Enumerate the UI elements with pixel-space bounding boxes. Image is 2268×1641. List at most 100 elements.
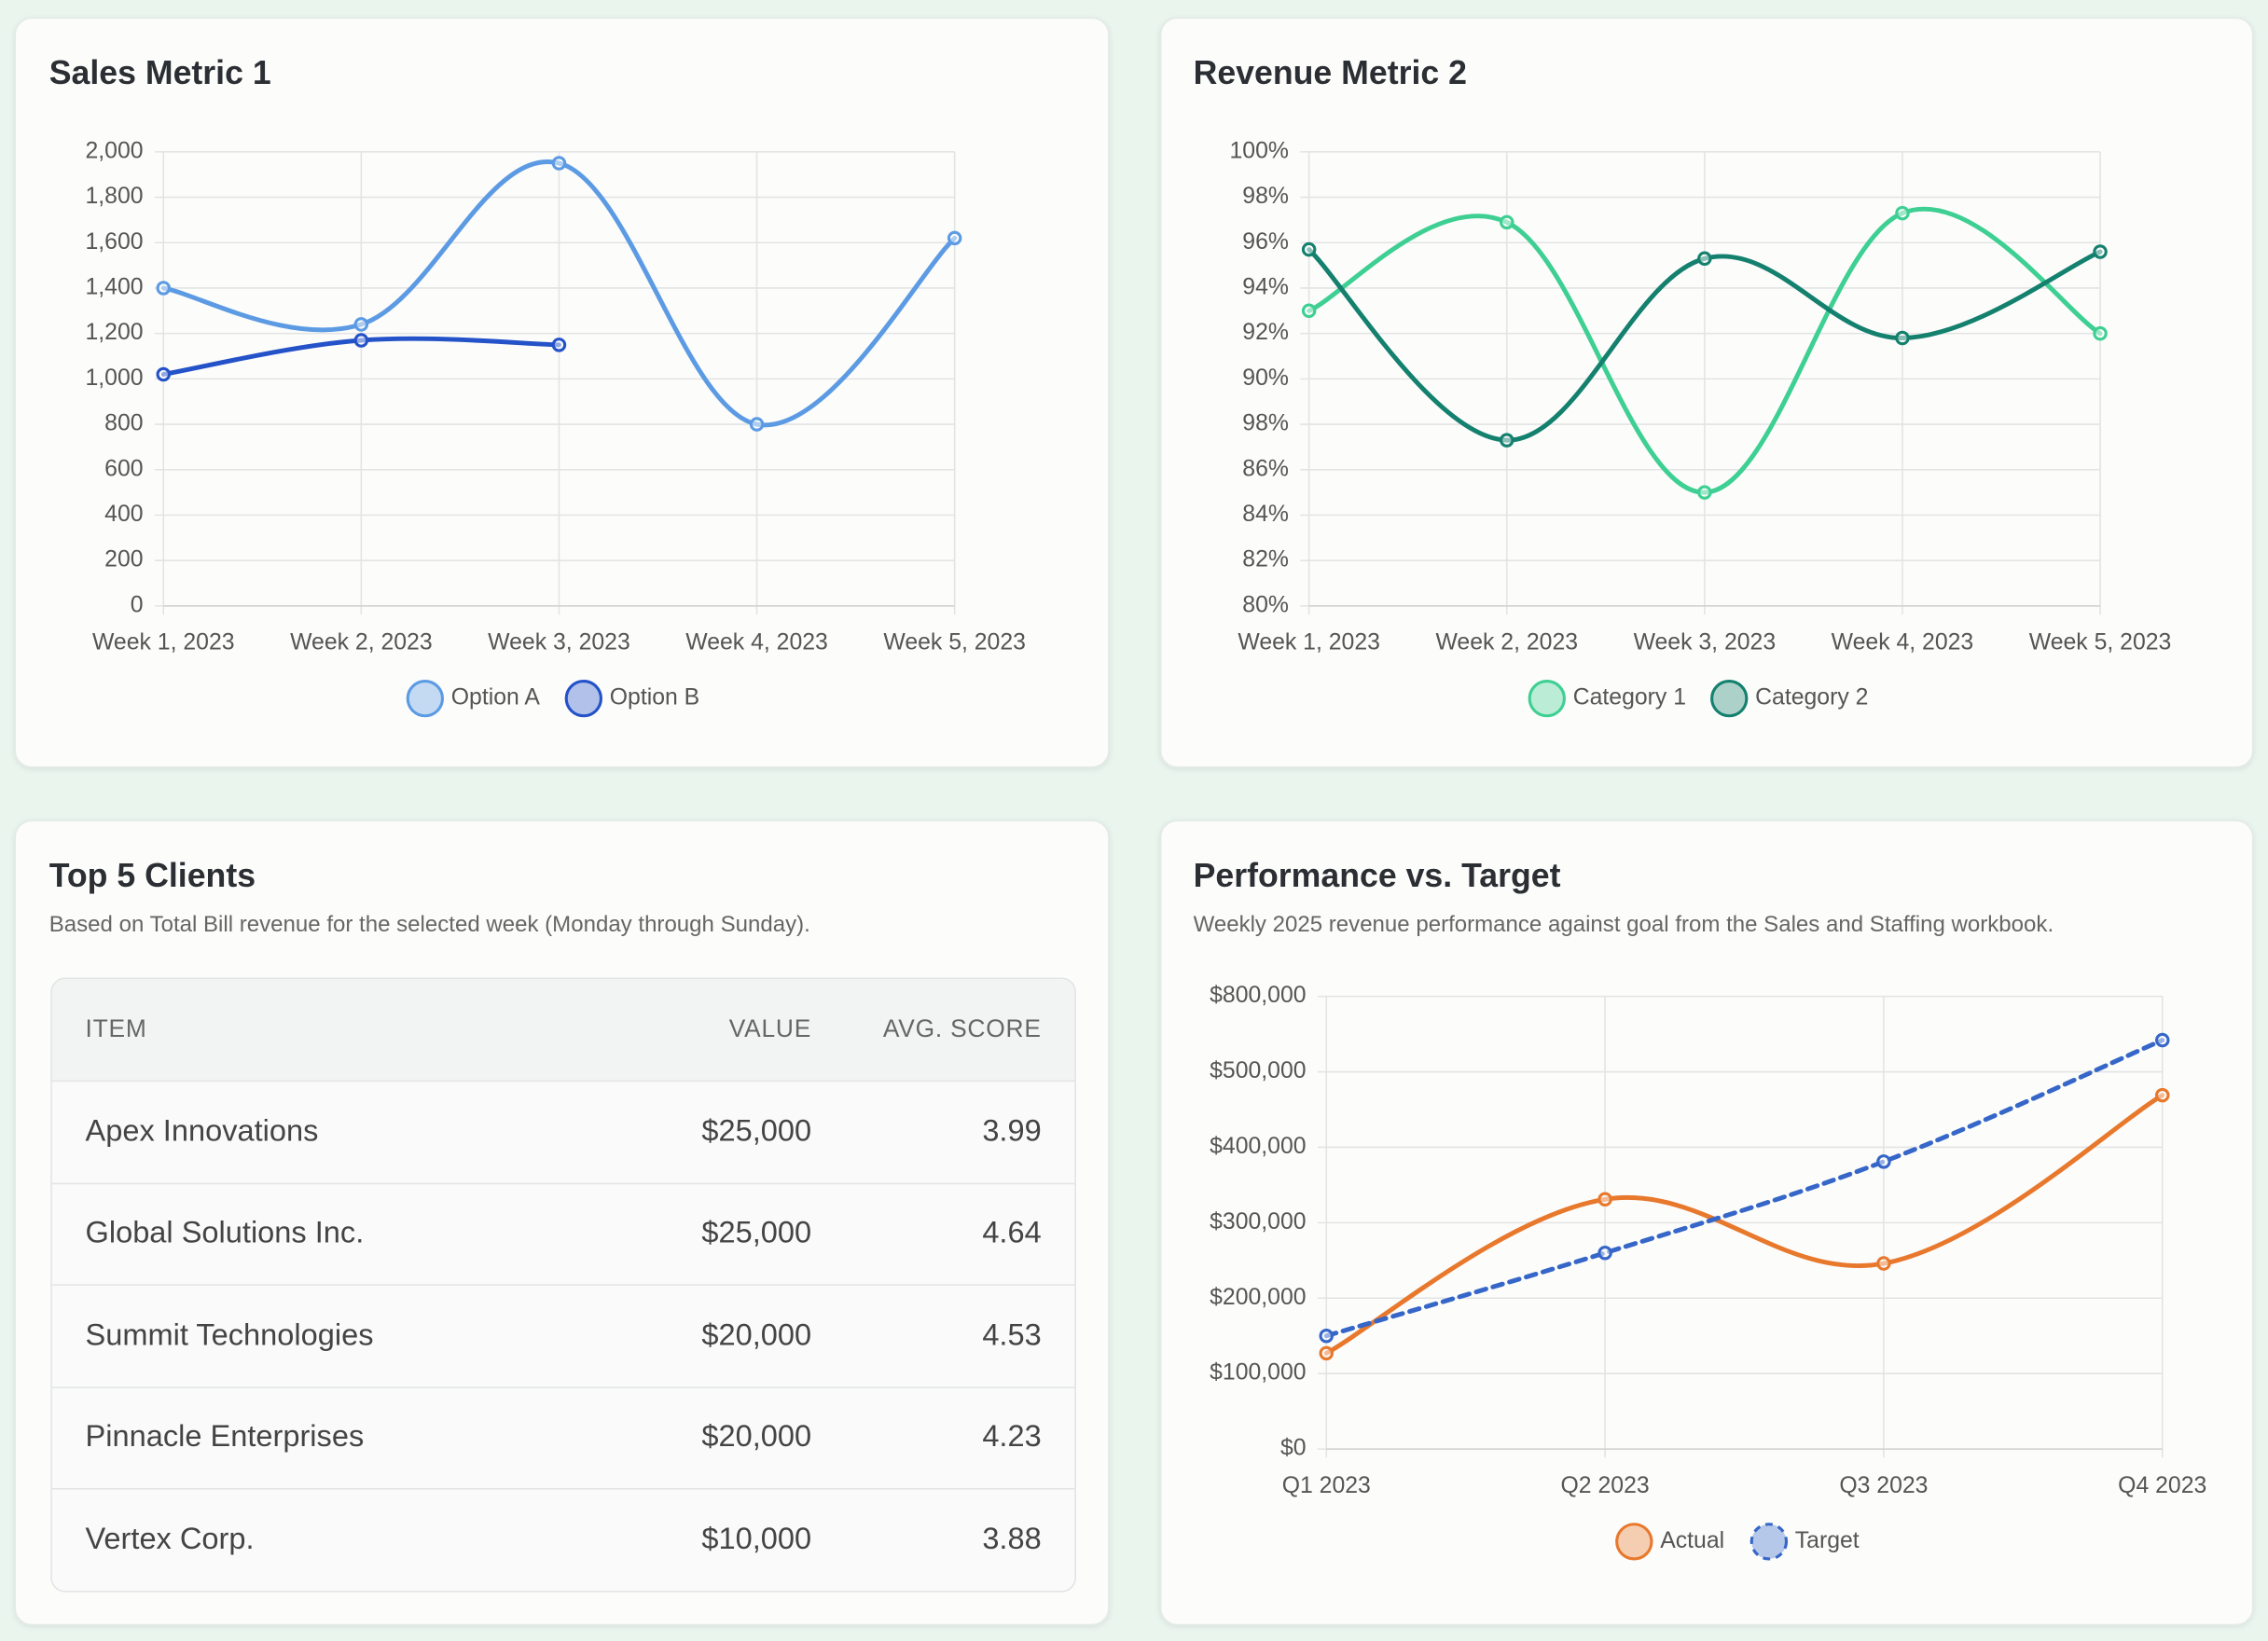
y-tick-label: 1,000 <box>85 365 143 391</box>
point <box>353 317 369 332</box>
table-cell: Pinnacle Enterprises <box>85 1420 365 1455</box>
y-tick-label: $800,000 <box>1210 983 1306 1008</box>
legend-label: Option A <box>451 685 541 710</box>
point <box>2093 325 2108 341</box>
legend-swatch <box>406 679 445 718</box>
table-cell: Apex Innovations <box>85 1114 319 1149</box>
y-tick-label: $300,000 <box>1210 1209 1306 1234</box>
line <box>1323 1093 2165 1356</box>
y-tick-label: $200,000 <box>1210 1285 1306 1310</box>
y-tick-label: 800 <box>104 411 143 436</box>
table-cell: $25,000 <box>701 1216 812 1250</box>
table-row: Vertex Corp. $10,000 3.88 <box>51 1487 1075 1590</box>
table-cell: $20,000 <box>701 1420 812 1455</box>
legend-swatch <box>1710 679 1749 718</box>
point <box>2154 1087 2170 1103</box>
x-tick-label: Week 2, 2023 <box>290 630 433 655</box>
line <box>160 159 958 428</box>
point <box>1697 251 1712 267</box>
legend-swatch <box>1615 1523 1653 1561</box>
y-tick-label: 1,800 <box>85 184 143 209</box>
legend-swatch <box>564 679 602 718</box>
x-tick-label: Week 1, 2023 <box>92 630 235 655</box>
line <box>1323 1038 2165 1339</box>
y-tick-label: $0 <box>1280 1436 1307 1461</box>
legend-label: Target <box>1795 1528 1860 1553</box>
legend-label: Actual <box>1660 1528 1724 1553</box>
x-tick-label: Q2 2023 <box>1561 1473 1650 1498</box>
x-tick-label: Q1 2023 <box>1282 1473 1371 1498</box>
y-tick-label: 400 <box>104 502 143 527</box>
point <box>2154 1032 2170 1048</box>
point <box>1597 1245 1612 1261</box>
point <box>1895 205 1910 221</box>
y-tick-label: 1,600 <box>85 229 143 255</box>
point <box>1895 330 1910 346</box>
table-cell: 4.64 <box>982 1216 1042 1250</box>
table-cell: Vertex Corp. <box>85 1522 255 1556</box>
point <box>1319 1345 1335 1361</box>
y-tick-label: 98% <box>1242 411 1289 436</box>
x-tick-label: Week 3, 2023 <box>1634 630 1777 655</box>
point <box>156 366 172 382</box>
y-tick-label: 90% <box>1242 365 1289 391</box>
point <box>947 230 962 246</box>
y-tick-label: 84% <box>1242 502 1289 527</box>
table-cell: 4.23 <box>982 1420 1042 1455</box>
chart-title: Revenue Metric 2 <box>1193 53 1468 91</box>
column-header: ITEM <box>85 1014 147 1043</box>
x-tick-label: Q4 2023 <box>2118 1473 2206 1498</box>
y-tick-label: 2,000 <box>85 138 143 163</box>
chart-subtitle: Weekly 2025 revenue performance against … <box>1193 912 2054 938</box>
y-tick-label: $400,000 <box>1210 1134 1306 1159</box>
point <box>551 338 567 352</box>
point <box>1876 1256 1891 1271</box>
table-header: ITEM VALUE AVG. SCORE <box>51 979 1075 1081</box>
table-cell: Summit Technologies <box>85 1318 374 1352</box>
legend-label: Option B <box>610 685 700 710</box>
y-tick-label: 1,200 <box>85 320 143 345</box>
table-cell: $10,000 <box>701 1522 812 1556</box>
y-tick-label: 600 <box>104 456 143 481</box>
card: Top 5 Clients Based on Total Bill revenu… <box>14 820 1110 1626</box>
y-tick-label: $500,000 <box>1210 1058 1306 1083</box>
y-tick-label: 98% <box>1242 184 1289 209</box>
table-row: Summit Technologies $20,000 4.53 <box>51 1284 1075 1386</box>
y-tick-label: 94% <box>1242 275 1289 300</box>
y-tick-label: 200 <box>104 547 143 572</box>
y-tick-label: 100% <box>1230 138 1289 163</box>
column-header: AVG. SCORE <box>882 1014 1042 1043</box>
y-tick-label: $100,000 <box>1210 1360 1306 1386</box>
point <box>1499 433 1514 448</box>
table-row: Pinnacle Enterprises $20,000 4.23 <box>51 1386 1075 1488</box>
y-tick-label: 96% <box>1242 229 1289 255</box>
x-tick-label: Week 2, 2023 <box>1435 630 1578 655</box>
y-tick-label: 0 <box>131 592 144 617</box>
x-tick-label: Week 5, 2023 <box>883 630 1026 655</box>
table-row: Apex Innovations $25,000 3.99 <box>51 1080 1075 1182</box>
y-tick-label: 82% <box>1242 547 1289 572</box>
table-cell: $25,000 <box>701 1114 812 1149</box>
point <box>156 281 172 296</box>
y-tick-label: 80% <box>1242 592 1289 617</box>
point <box>2093 244 2108 259</box>
point <box>353 333 369 348</box>
point <box>749 417 765 432</box>
table-cell: 3.99 <box>982 1114 1042 1149</box>
table: ITEM VALUE AVG. SCORE Apex Innovations $25,0… <box>50 977 1076 1592</box>
table-cell: 3.88 <box>982 1522 1042 1556</box>
line <box>1307 247 2103 443</box>
table-cell: Global Solutions Inc. <box>85 1216 365 1250</box>
point <box>1301 303 1317 319</box>
legend-label: Category 1 <box>1573 685 1686 710</box>
point <box>1876 1154 1891 1169</box>
y-tick-label: 92% <box>1242 320 1289 345</box>
column-header: VALUE <box>728 1014 812 1043</box>
card: Revenue Metric 2 <box>1159 17 2254 768</box>
legend-swatch <box>1749 1523 1789 1561</box>
chart-title: Sales Metric 1 <box>48 53 271 91</box>
legend-swatch <box>1528 679 1566 718</box>
